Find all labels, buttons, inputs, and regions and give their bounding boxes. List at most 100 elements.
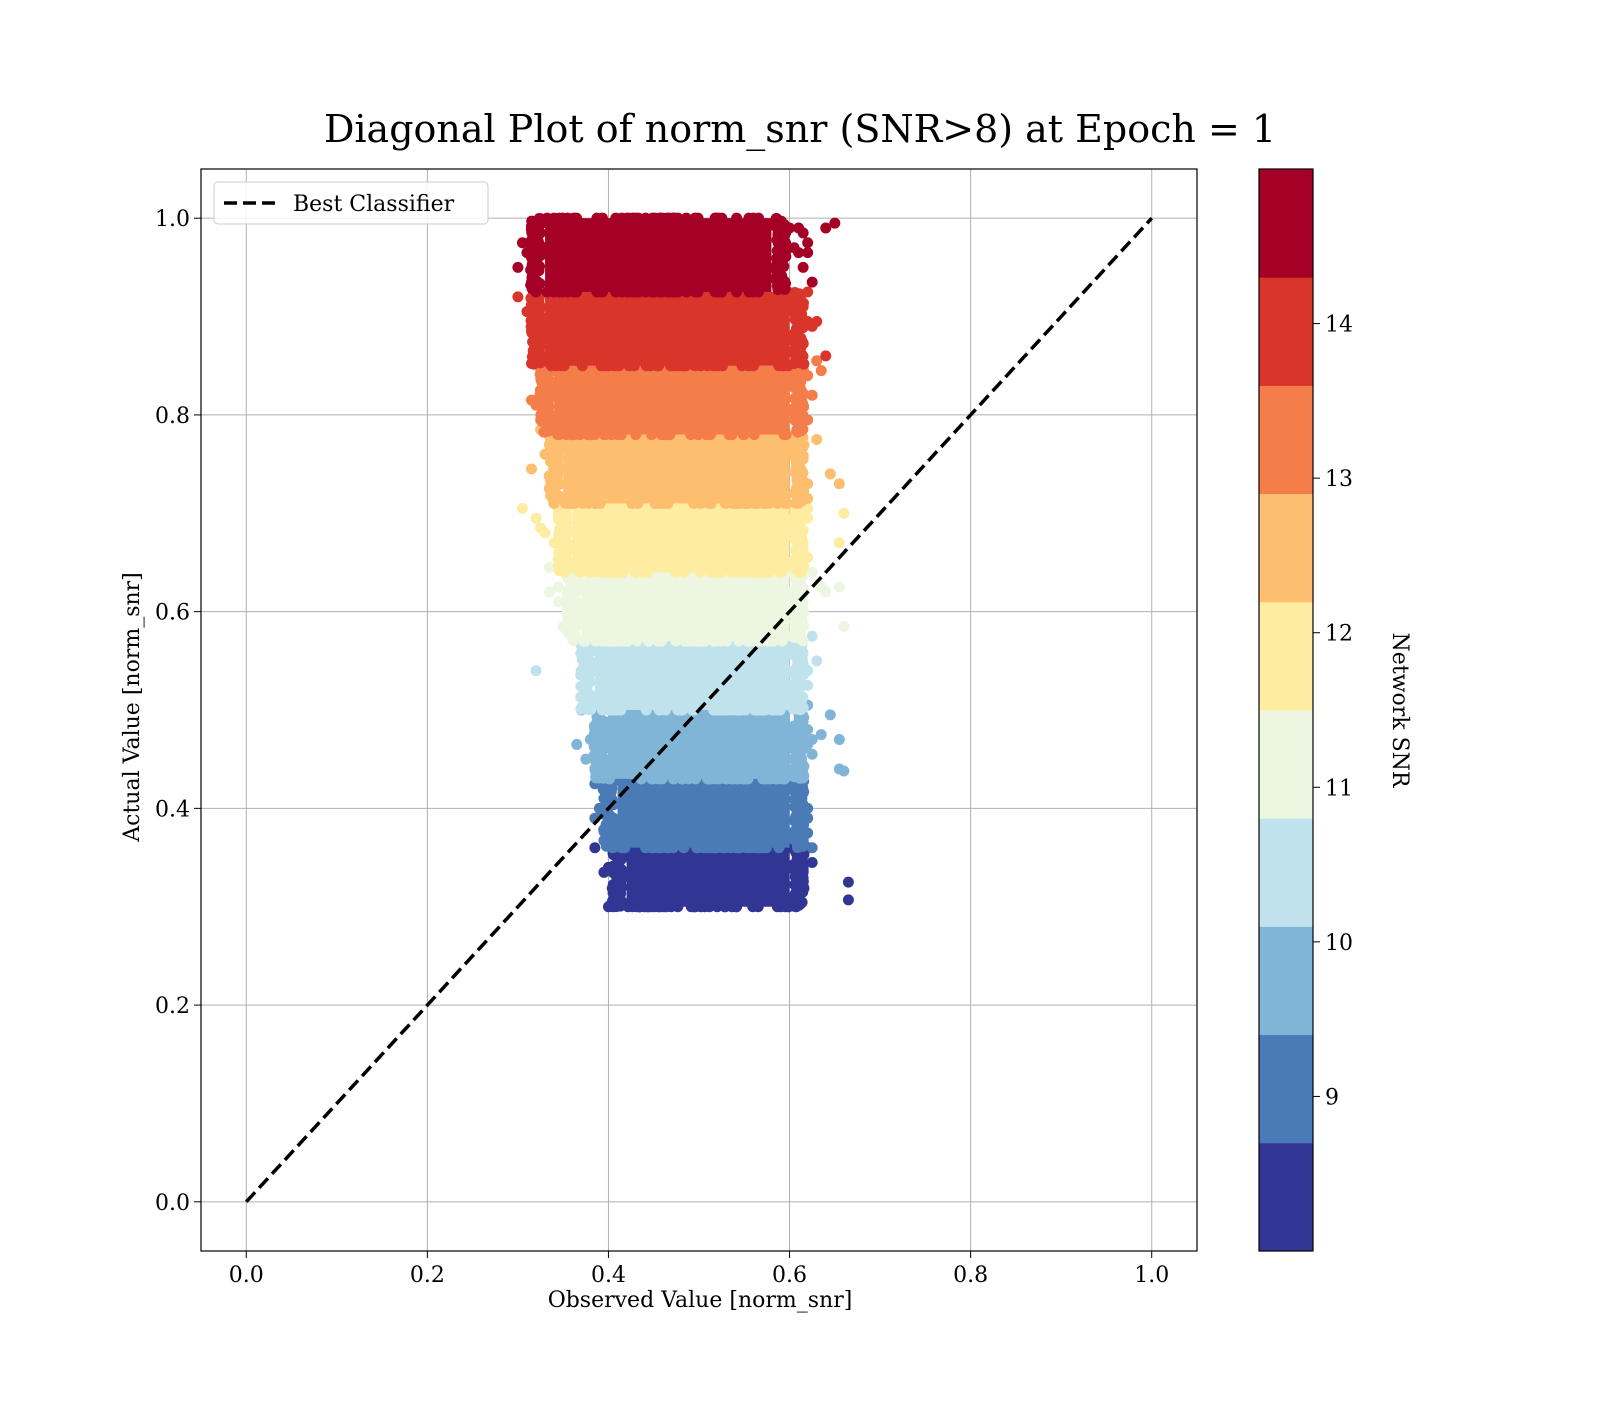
scatter-point xyxy=(672,901,684,913)
scatter-point-outlier xyxy=(802,679,814,691)
scatter-point xyxy=(778,429,790,441)
scatter-series-snr-bin-10 xyxy=(512,212,841,298)
scatter-point-outlier xyxy=(838,507,850,519)
scatter-point xyxy=(610,212,622,224)
scatter-point-outlier xyxy=(802,802,814,814)
y-axis-label: Actual Value [norm_snr] xyxy=(120,572,145,843)
scatter-point-outlier xyxy=(530,512,542,524)
scatter-point xyxy=(726,901,738,913)
scatter-point xyxy=(682,773,694,785)
scatter-point xyxy=(584,566,596,578)
y-tick-label: 0.8 xyxy=(155,404,190,429)
scatter-point xyxy=(535,353,547,365)
scatter-point xyxy=(712,286,724,298)
scatter-point-outlier xyxy=(802,237,814,249)
scatter-point xyxy=(680,286,692,298)
scatter-point xyxy=(743,360,755,372)
x-tick-label: 0.4 xyxy=(591,1263,626,1288)
scatter-point-outlier xyxy=(539,315,551,327)
scatter-point xyxy=(794,483,806,495)
scatter-point-outlier xyxy=(521,306,533,318)
scatter-point-outlier xyxy=(512,261,524,273)
colorbar-tick-label: 10 xyxy=(1325,931,1353,956)
scatter-point xyxy=(646,429,658,441)
scatter-point xyxy=(689,212,701,224)
scatter-point-outlier xyxy=(797,537,809,549)
x-axis-label: Observed Value [norm_snr] xyxy=(548,1288,853,1313)
scatter-point xyxy=(640,360,652,372)
scatter-point xyxy=(656,635,668,647)
scatter-point-outlier xyxy=(802,827,814,839)
scatter-point xyxy=(594,497,606,509)
scatter-point xyxy=(671,566,683,578)
scatter-point xyxy=(708,635,720,647)
colorbar-label: Network SNR xyxy=(1387,633,1412,789)
scatter-point-outlier xyxy=(802,370,814,382)
scatter-point-outlier xyxy=(589,842,601,854)
scatter-point xyxy=(669,212,681,224)
colorbar-tick-label: 12 xyxy=(1325,622,1353,647)
y-tick-label: 1.0 xyxy=(155,207,190,232)
scatter-point xyxy=(767,635,779,647)
scatter-point xyxy=(773,842,785,854)
scatter-point xyxy=(792,887,804,899)
scatter-point xyxy=(711,901,723,913)
scatter-point xyxy=(733,842,745,854)
scatter-point-outlier xyxy=(557,620,569,632)
scatter-point-outlier xyxy=(793,448,805,460)
colorbar-bin xyxy=(1259,926,1313,1036)
scatter-point xyxy=(709,842,721,854)
scatter-point xyxy=(774,566,786,578)
scatter-point-outlier xyxy=(797,261,809,273)
scatter-point xyxy=(771,265,783,277)
scatter-point xyxy=(688,704,700,716)
scatter-point-outlier xyxy=(815,365,827,377)
scatter-point xyxy=(791,552,803,564)
scatter-point xyxy=(535,410,547,422)
scatter-point xyxy=(541,212,553,224)
scatter-point xyxy=(731,286,743,298)
scatter-point xyxy=(798,439,810,451)
scatter-points xyxy=(512,212,854,913)
scatter-point xyxy=(615,429,627,441)
scatter-point xyxy=(795,609,807,621)
scatter-point xyxy=(655,842,667,854)
colorbar-bin xyxy=(1259,1142,1313,1252)
scatter-point-outlier xyxy=(824,468,836,480)
scatter-point xyxy=(608,704,620,716)
scatter-band-core xyxy=(626,847,790,907)
scatter-point xyxy=(742,635,754,647)
scatter-point xyxy=(553,429,565,441)
scatter-point xyxy=(605,635,617,647)
scatter-point xyxy=(754,566,766,578)
scatter-point-outlier xyxy=(793,247,805,259)
y-tick-label: 0.4 xyxy=(155,797,190,822)
scatter-point xyxy=(788,646,800,658)
scatter-point xyxy=(679,635,691,647)
scatter-point-outlier xyxy=(797,399,809,411)
scatter-point-outlier xyxy=(512,291,524,303)
scatter-point xyxy=(688,901,700,913)
scatter-point xyxy=(661,212,673,224)
scatter-point-outlier xyxy=(815,729,827,741)
scatter-point-outlier xyxy=(630,891,642,903)
scatter-point-outlier xyxy=(548,537,560,549)
scatter-point-outlier xyxy=(544,561,556,573)
scatter-point-outlier xyxy=(535,335,547,347)
scatter-point xyxy=(790,737,802,749)
scatter-point xyxy=(553,286,565,298)
scatter-point xyxy=(714,566,726,578)
scatter-point-outlier xyxy=(802,493,814,505)
scatter-point xyxy=(793,700,805,712)
scatter-point-outlier xyxy=(802,812,814,824)
scatter-point xyxy=(705,566,717,578)
scatter-point xyxy=(760,497,772,509)
scatter-point-outlier xyxy=(539,448,551,460)
legend-box xyxy=(213,181,489,225)
scatter-point-outlier xyxy=(544,586,556,598)
scatter-point-outlier xyxy=(535,227,547,239)
scatter-point xyxy=(632,497,644,509)
scatter-point xyxy=(659,429,671,441)
scatter-point-outlier xyxy=(553,493,565,505)
scatter-point xyxy=(731,212,743,224)
